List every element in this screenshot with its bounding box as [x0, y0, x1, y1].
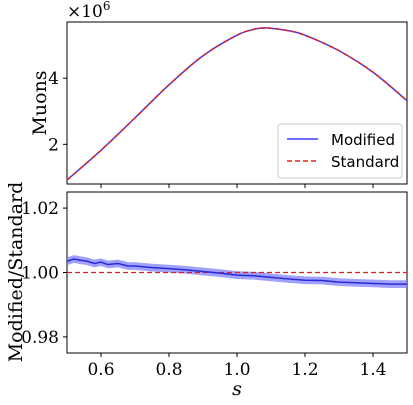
bottom-panel: 0.98 1.00 1.02 0.6 0.8 1.0 1.2 1.4 Modified/St…: [5, 182, 408, 400]
bottom-x-tick-label: 1.2: [291, 360, 318, 380]
ratio-band-area: [67, 255, 407, 288]
top-y-multiplier-exponent: 6: [103, 0, 111, 13]
bottom-x-tick-label: 0.6: [87, 360, 114, 380]
x-axis-title: s: [232, 378, 242, 400]
top-panel: 24 Muons ×106 Modified Standard: [29, 0, 408, 188]
top-y-multiplier: ×106: [67, 0, 111, 22]
bottom-x-tick-label: 1.4: [359, 360, 386, 380]
top-y-multiplier-base: ×10: [67, 2, 103, 22]
bottom-y-tick-label: 1.00: [21, 264, 59, 284]
top-y-tick-label: 2: [48, 135, 59, 155]
bottom-y-tick-label: 1.02: [21, 199, 59, 219]
legend: Modified Standard: [277, 123, 403, 179]
top-y-axis-title: Muons: [29, 70, 51, 135]
bottom-y-ticks: 0.98 1.00 1.02: [21, 199, 67, 348]
bottom-y-tick-label: 0.98: [21, 328, 59, 348]
ratio-uncertainty-band: [67, 255, 407, 288]
bottom-x-tick-label: 0.8: [155, 360, 182, 380]
ratio-series: [66, 258, 407, 285]
series-line-standard: [66, 27, 408, 181]
top-series: [66, 27, 408, 181]
bottom-x-tick-label: 1.0: [223, 360, 250, 380]
top-y-tick-label: 4: [48, 69, 59, 89]
top-y-ticks: 24: [48, 69, 67, 155]
legend-box: [277, 123, 403, 179]
legend-label-standard: Standard: [331, 153, 399, 171]
bottom-x-ticks: 0.6 0.8 1.0 1.2 1.4: [87, 353, 387, 380]
legend-label-modified: Modified: [331, 131, 395, 149]
ratio-line: [66, 258, 407, 285]
bottom-y-axis-title: Modified/Standard: [5, 182, 27, 363]
top-x-ticks: [100, 184, 374, 188]
